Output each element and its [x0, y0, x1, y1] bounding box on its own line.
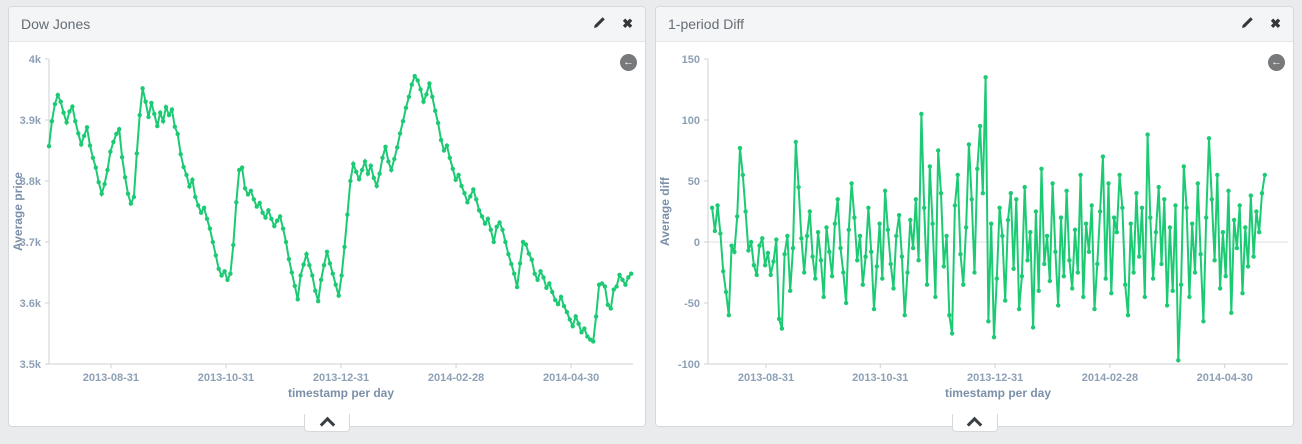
chart-area: Average price 4k 3.9k 3.8k 3.7k 3.6k 3.5k 2013… — [9, 42, 645, 427]
chart-area: Average diff 150 100 50 0 -50 -100 2013-08-31 2… — [656, 42, 1293, 427]
y-tick-label: 100 — [682, 115, 700, 127]
close-icon: ✖ — [622, 16, 633, 32]
panel-title: 1-period Diff — [668, 16, 745, 32]
series-line — [711, 77, 1266, 361]
x-axis-title: timestamp per day — [288, 386, 394, 400]
x-axis-title: timestamp per day — [945, 386, 1051, 400]
panel-header: Dow Jones ✖ — [9, 7, 645, 42]
y-tick-label: 50 — [688, 176, 700, 188]
x-tick-label: 2013-12-31 — [967, 372, 1023, 384]
edit-panel-button[interactable] — [592, 16, 606, 32]
x-axis: 2013-08-31 2013-10-31 2013-12-31 2014-02-28… — [738, 364, 1253, 384]
y-tick-label: 4k — [29, 54, 42, 66]
panel-title: Dow Jones — [21, 16, 91, 32]
series-line — [48, 73, 632, 344]
y-tick-label: 3.6k — [20, 298, 42, 310]
history-back-button[interactable]: ← — [1268, 54, 1285, 71]
data-points — [46, 73, 634, 344]
axes — [707, 59, 1288, 365]
back-arrow-icon: ← — [623, 55, 634, 68]
y-axis: 4k 3.9k 3.8k 3.7k 3.6k 3.5k — [20, 54, 49, 371]
history-back-button[interactable]: ← — [620, 54, 637, 71]
y-tick-label: 3.5k — [20, 359, 42, 371]
x-tick-label: 2014-02-28 — [1082, 372, 1138, 384]
panel-1-period-diff: 1-period Diff ✖ Average diff 150 100 50 0 -5… — [655, 6, 1294, 433]
header-icons: ✖ — [592, 16, 633, 32]
y-axis: 150 100 50 0 -50 -100 — [678, 54, 708, 371]
y-tick-label: 3.7k — [20, 237, 42, 249]
edit-panel-button[interactable] — [1240, 16, 1254, 32]
y-tick-label: 0 — [694, 237, 700, 249]
axes — [48, 59, 633, 365]
pencil-icon — [1240, 16, 1254, 32]
chevron-up-icon — [966, 416, 983, 433]
y-tick-label: 3.8k — [20, 176, 42, 188]
chevron-up-icon — [319, 416, 335, 433]
close-panel-button[interactable]: ✖ — [622, 17, 633, 30]
x-tick-label: 2014-02-28 — [428, 372, 484, 384]
y-tick-label: 150 — [682, 54, 700, 66]
panel-header: 1-period Diff ✖ — [656, 7, 1293, 42]
y-tick-label: 3.9k — [20, 115, 42, 127]
price-chart[interactable]: 4k 3.9k 3.8k 3.7k 3.6k 3.5k 2013-08-31 2013-10-… — [9, 42, 645, 402]
x-tick-label: 2013-10-31 — [198, 372, 254, 384]
y-tick-label: -50 — [684, 298, 700, 310]
x-tick-label: 2014-04-30 — [543, 372, 599, 384]
x-axis: 2013-08-31 2013-10-31 2013-12-31 2014-02-28… — [83, 364, 599, 384]
close-icon: ✖ — [1270, 16, 1281, 32]
x-tick-label: 2014-04-30 — [1197, 372, 1253, 384]
x-tick-label: 2013-08-31 — [738, 372, 794, 384]
close-panel-button[interactable]: ✖ — [1270, 17, 1281, 30]
collapse-panel-button[interactable] — [304, 414, 350, 433]
data-points — [709, 75, 1267, 363]
panel-dow-jones: Dow Jones ✖ Average price 4k 3.9k 3.8k 3.7k… — [8, 6, 646, 433]
pencil-icon — [592, 16, 606, 32]
header-icons: ✖ — [1240, 16, 1281, 32]
back-arrow-icon: ← — [1271, 55, 1282, 68]
x-tick-label: 2013-08-31 — [83, 372, 139, 384]
y-tick-label: -100 — [678, 359, 700, 371]
collapse-panel-button[interactable] — [951, 414, 998, 433]
x-tick-label: 2013-10-31 — [852, 372, 908, 384]
x-tick-label: 2013-12-31 — [313, 372, 369, 384]
